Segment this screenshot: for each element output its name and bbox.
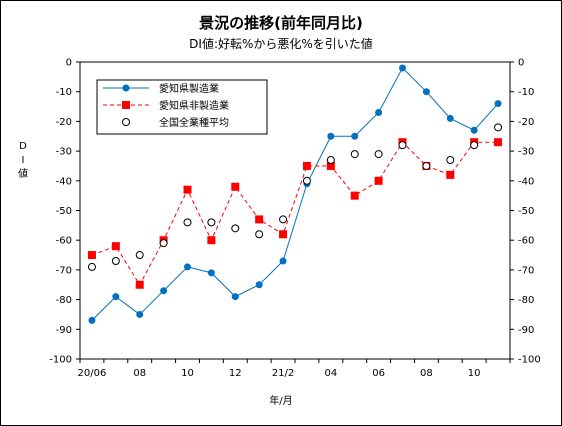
data-point: [279, 257, 287, 265]
data-point: [231, 224, 240, 233]
x-tick-label: 21/2: [272, 368, 294, 379]
x-tick-label: 12: [229, 368, 242, 379]
data-point: [351, 132, 359, 140]
data-point: [494, 123, 503, 132]
y-tick-label-left: -80: [56, 295, 72, 306]
y-tick-label-left: -70: [56, 265, 72, 276]
data-point: [302, 161, 311, 170]
data-point: [398, 141, 407, 150]
y-tick-label-left: -10: [56, 87, 72, 98]
series-line-0: [91, 67, 499, 321]
x-tick-label: 10: [468, 368, 481, 379]
data-point: [327, 132, 335, 140]
x-tick-label: 06: [372, 368, 385, 379]
y-tick-label-right: -90: [518, 325, 534, 336]
y-tick-label-right: -20: [518, 117, 534, 128]
x-tick-label: 04: [324, 368, 337, 379]
y-tick-label-left: -60: [56, 236, 72, 247]
data-point: [446, 114, 454, 122]
data-point: [470, 141, 479, 150]
data-point: [374, 150, 383, 159]
data-point: [231, 293, 239, 301]
data-point: [422, 88, 430, 96]
data-point: [374, 176, 383, 185]
legend-marker: [122, 118, 130, 126]
data-point: [470, 126, 478, 134]
data-point: [135, 280, 144, 289]
x-tick-label: 08: [420, 368, 433, 379]
y-tick-label-left: 0: [66, 58, 72, 69]
y-axis-label-char: I: [21, 155, 25, 166]
chart-subtitle: DI値:好転%から悪化%を引いた値: [189, 37, 373, 51]
data-point: [183, 218, 192, 227]
data-point: [446, 170, 455, 179]
data-point: [446, 156, 455, 165]
data-point: [302, 176, 311, 185]
data-point: [279, 215, 288, 224]
y-axis-label-char: 値: [18, 169, 28, 180]
y-tick-label-right: -100: [518, 355, 541, 366]
y-tick-label-left: -90: [56, 325, 72, 336]
x-axis-label: 年/月: [269, 396, 293, 407]
y-tick-label-right: -80: [518, 295, 534, 306]
x-tick-label: 10: [181, 368, 194, 379]
data-point: [399, 64, 406, 72]
y-tick-label-right: 0: [518, 58, 524, 69]
data-point: [88, 316, 96, 324]
data-point: [111, 256, 120, 265]
data-point: [207, 269, 215, 277]
data-point: [87, 262, 96, 271]
data-point: [255, 230, 264, 239]
x-tick-label: 08: [133, 368, 146, 379]
y-tick-label-left: -100: [49, 355, 72, 366]
data-point: [87, 251, 96, 260]
data-point: [136, 310, 144, 318]
data-point: [375, 108, 383, 116]
legend-label: 愛知県製造業: [159, 82, 219, 95]
data-point: [231, 182, 240, 191]
series-line-1: [91, 141, 499, 286]
data-point: [112, 293, 120, 301]
legend-marker: [122, 84, 130, 92]
data-point: [350, 150, 359, 159]
data-point: [207, 236, 216, 245]
data-point: [255, 215, 264, 224]
data-point: [111, 242, 120, 251]
data-point: [160, 287, 168, 295]
x-tick-label: 20/06: [78, 368, 107, 379]
y-tick-label-left: -30: [56, 147, 72, 158]
y-tick-label-left: -40: [56, 176, 72, 187]
chart-title: 景況の推移(前年同月比): [199, 14, 363, 32]
y-tick-label-right: -60: [518, 236, 534, 247]
y-tick-label-left: -50: [56, 206, 72, 217]
data-point: [183, 185, 192, 194]
y-tick-label-right: -70: [518, 265, 534, 276]
data-point: [279, 230, 288, 239]
y-tick-label-right: -50: [518, 206, 534, 217]
data-point: [350, 191, 359, 200]
y-tick-label-right: -40: [518, 176, 534, 187]
legend-marker: [122, 101, 130, 109]
data-point: [494, 138, 503, 147]
data-point: [255, 281, 263, 289]
legend-label: 全国全業種平均: [159, 116, 229, 129]
data-point: [135, 251, 144, 260]
y-tick-label-left: -20: [56, 117, 72, 128]
y-tick-label-right: -10: [518, 87, 534, 98]
data-point: [422, 161, 431, 170]
y-axis-label-char: D: [19, 141, 27, 152]
data-point: [326, 156, 335, 165]
y-tick-label-right: -30: [518, 147, 534, 158]
data-point: [184, 263, 191, 271]
data-point: [494, 100, 502, 108]
data-point: [207, 218, 216, 227]
data-point: [159, 239, 168, 248]
legend-label: 愛知県非製造業: [159, 99, 229, 112]
